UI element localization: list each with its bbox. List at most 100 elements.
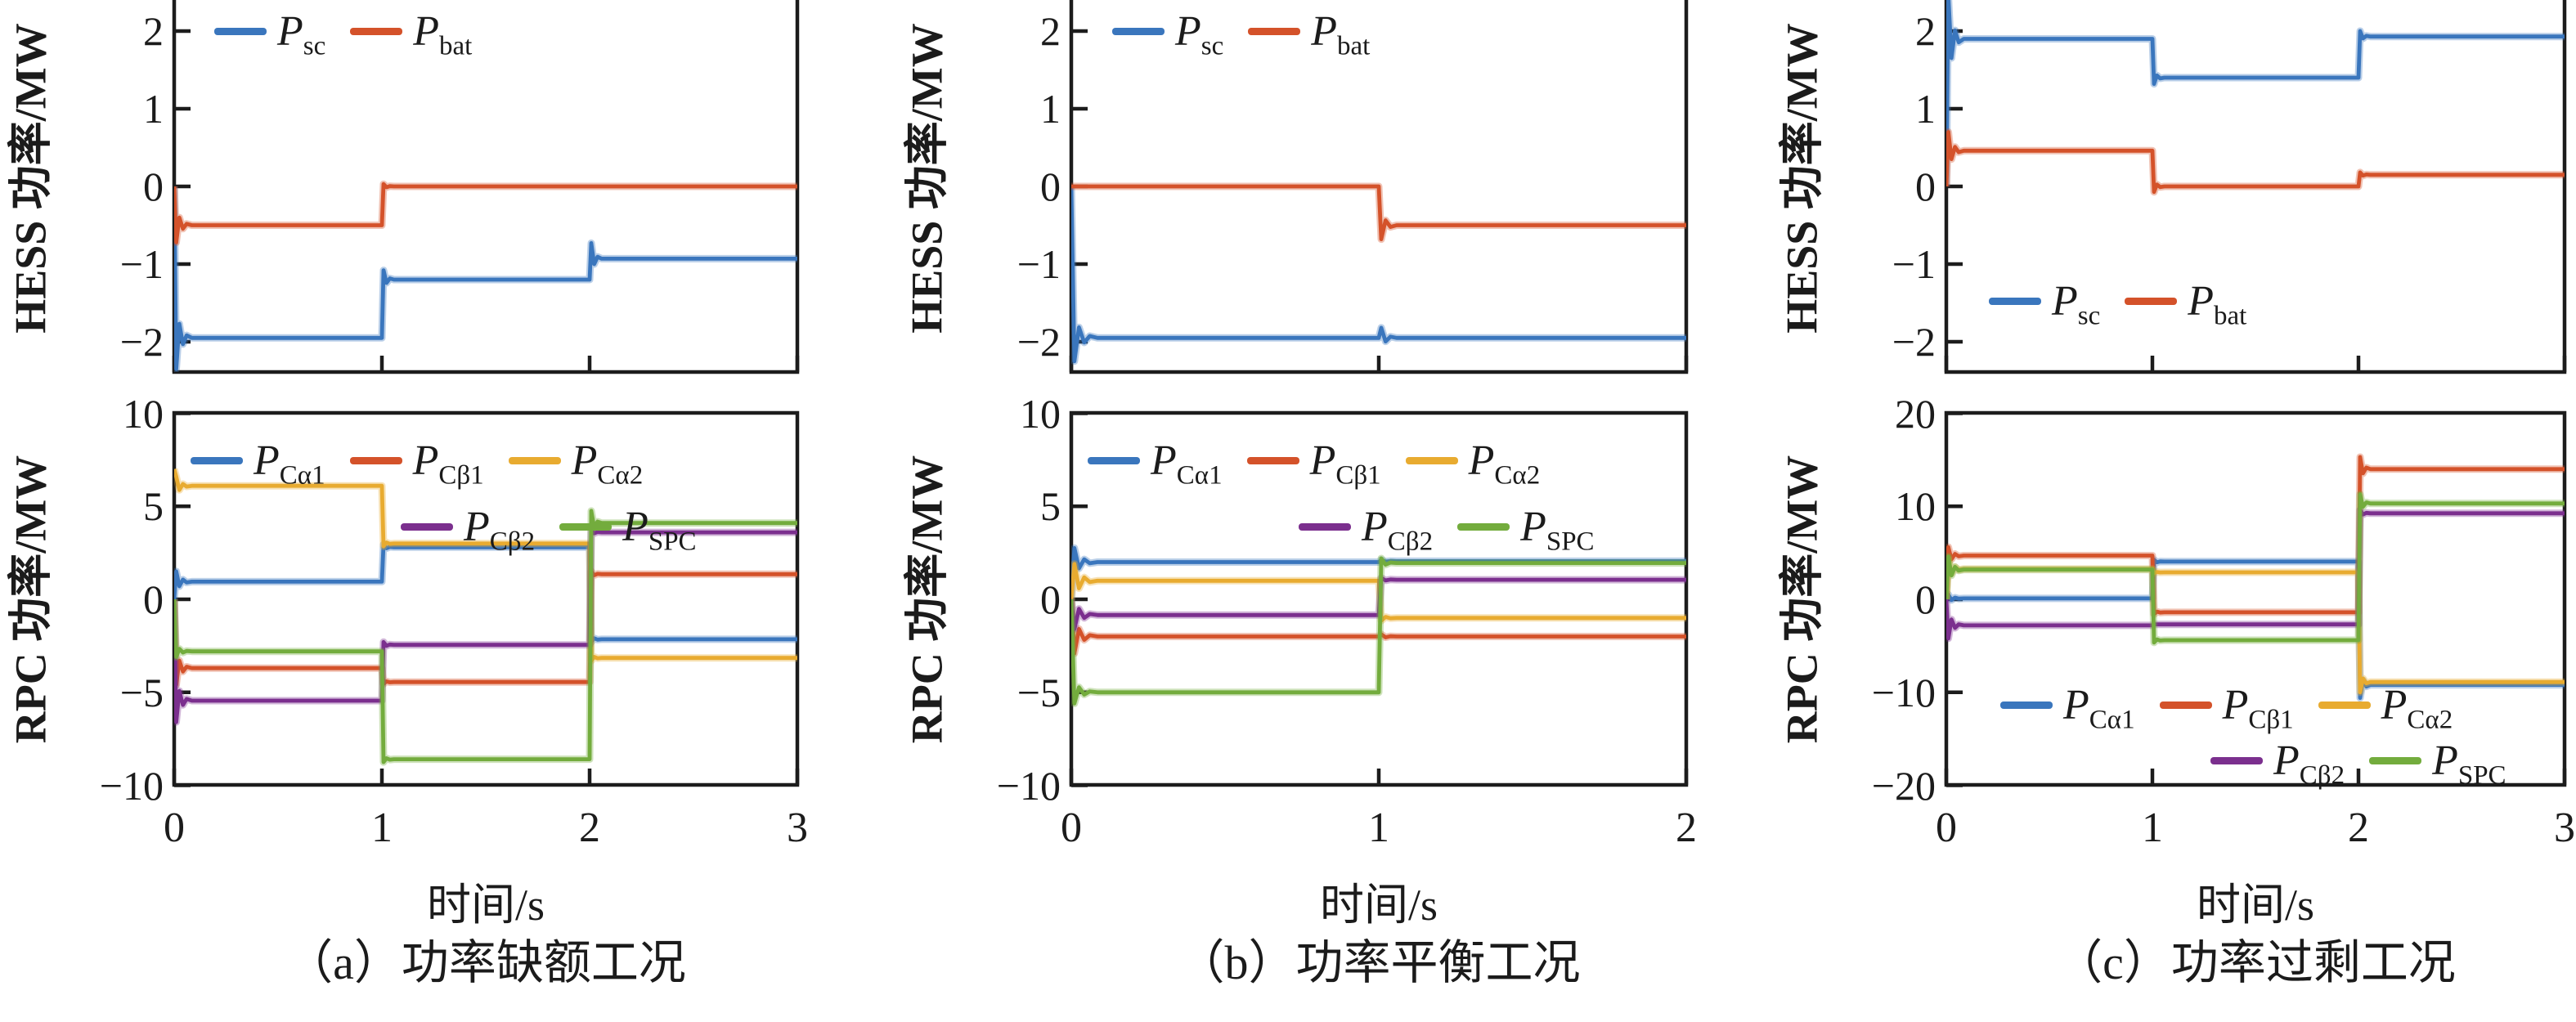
series-line-SPC [1946,492,2565,645]
series-band-Cα2 [174,468,797,665]
x-tick-label-c: 3 [2554,805,2575,851]
series-group-c-top [1946,0,2565,196]
y-tick-label-b-bottom: −10 [996,762,1061,809]
series-group-a-top [174,180,797,372]
y-tick-label-b-top: 2 [1040,8,1061,54]
legend-item-sc: Psc [1989,277,2101,331]
legend-c-top-row1: Psc Pbat [1989,277,2246,331]
series-line-Cβ2 [174,527,797,724]
legend-item-bat: Pbat [1248,7,1370,60]
caption-b: （b）功率平衡工况 [1177,936,1581,989]
series-line-Cα2 [174,468,797,663]
y-tick-label-c-bottom: 20 [1895,390,1936,437]
series-band-Cα1 [174,540,797,646]
legend-label: PCα1 [254,437,325,491]
legend-line-green [2369,757,2422,764]
series-line-sc [1071,186,1686,364]
legend-item-Cα1: PCα1 [2000,681,2135,733]
legend-label: PCβ2 [464,504,536,557]
series-line-bat [1946,130,2565,195]
y-axis-label-b-top: HESS 功率/MW [902,23,952,334]
y-tick-label-a-top: 2 [143,8,164,54]
legend-line-yellow [2318,702,2371,709]
y-tick-label-a-bottom: −5 [119,669,164,715]
legend-item-Cβ2: PCβ2 [401,503,536,557]
y-tick-label-b-top: 0 [1040,164,1061,209]
series-line-Cβ1 [1946,455,2565,616]
legend-item-Cβ1: PCβ1 [1246,437,1381,491]
x-tick-label-a: 0 [164,805,185,851]
series-line-sc [1946,0,2565,187]
y-tick-label-c-top: 0 [1915,164,1936,209]
legend-label: Psc [2052,278,2101,331]
series-band-bat [174,180,797,246]
legend-label: Psc [1175,8,1224,61]
legend-item-bat: Pbat [350,7,473,61]
series-line-Cβ2 [1071,576,1686,631]
legend-label: Pbat [413,8,473,61]
y-tick-label-a-top: 1 [143,86,164,132]
caption-c: （c）功率过剩工况 [2055,936,2456,989]
legend-line-purple [1299,523,1351,531]
legend-c-bottom-row2: PCβ2 PSPC [2210,737,2506,791]
legend-a-bottom-row2: PCβ2 PSPC [401,503,697,557]
y-tick-label-a-top: 0 [143,164,164,209]
series-line-Cβ2 [1946,508,2565,641]
legend-line-yellow [1405,457,1458,464]
legend-label: PCβ1 [2222,682,2294,735]
legend-item-Cα2: PCα2 [1405,437,1540,489]
legend-item-bat: Pbat [2125,277,2246,329]
legend-b-top-row1: Psc Pbat [1112,7,1370,61]
x-tick-label-c: 0 [1936,805,1957,851]
y-tick-label-c-bottom: 0 [1915,576,1936,622]
legend-item-SPC: PSPC [2369,737,2506,791]
legend-item-Cβ1: PCβ1 [349,437,484,489]
series-line-Cα1 [174,542,797,644]
y-tick-label-b-top: 1 [1040,86,1061,132]
legend-label: PSPC [2432,737,2506,791]
legend-label: PCβ1 [1309,437,1381,491]
series-band-bat [1946,128,2565,196]
legend-line-red [2125,298,2178,305]
caption-a: （a）功率缺额工况 [285,936,686,989]
y-tick-label-c-bottom: −20 [1871,762,1936,809]
series-band-Cβ1 [1946,453,2565,618]
legend-b-bottom-row2: PCβ2 PSPC [1299,503,1595,557]
legend-label: PSPC [622,504,697,557]
series-line-Cβ1 [1071,598,1686,656]
legend-line-purple [2210,757,2263,764]
legend-a-top-row1: Psc Pbat [214,7,473,61]
legend-label: PCβ2 [1362,504,1434,557]
series-line-Cβ1 [174,569,797,687]
legend-line-blue [191,457,243,464]
legend-line-yellow [508,457,561,464]
x-axis-label-c: 时间/s [2196,881,2315,930]
series-line-SPC [1071,556,1686,706]
x-tick-label-c: 1 [2142,805,2163,851]
x-tick-label-a: 1 [371,805,393,851]
series-band-sc [1946,0,2565,187]
series-line-Cα2 [1071,562,1686,623]
legend-c-bottom-row1: PCα1 PCβ1 PCα2 [2000,681,2453,735]
legend-line-red [350,28,403,35]
x-tick-label-c: 2 [2348,805,2369,851]
legend-line-blue [214,28,267,35]
y-axis-label-b-bottom: RPC 功率/MW [902,455,952,744]
legend-item-Cα2: PCα2 [2318,681,2453,735]
y-tick-label-c-top: 2 [1915,8,1936,54]
legend-item-sc: Psc [1112,7,1224,61]
x-tick-label-b: 1 [1368,805,1389,851]
x-tick-label-b: 2 [1676,805,1697,851]
legend-label: PCα2 [2381,682,2453,735]
y-tick-label-c-top: −1 [1892,241,1936,287]
y-tick-label-b-bottom: 5 [1040,483,1061,530]
series-group-b-bottom [1071,544,1686,707]
series-line-sc [174,186,797,371]
y-tick-label-b-top: −1 [1016,241,1061,287]
y-tick-label-a-bottom: 10 [123,390,164,437]
y-axis-label-a-bottom: RPC 功率/MW [6,455,56,744]
legend-item-Cα2: PCα2 [508,437,643,489]
x-axis-label-a: 时间/s [426,881,545,930]
